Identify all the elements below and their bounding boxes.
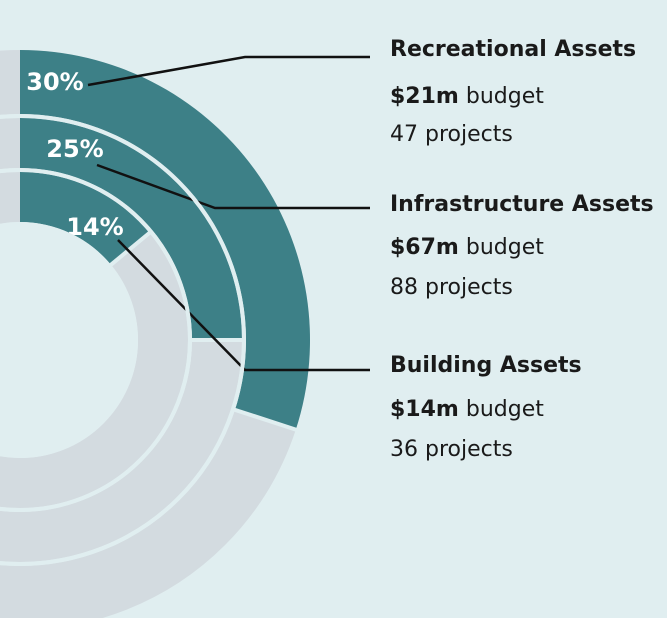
value-label: 25% [46, 135, 103, 163]
projects: 36 projects [390, 437, 513, 462]
ring-separator [108, 230, 153, 268]
ring-gap [0, 222, 138, 458]
budget-amount: $14m [390, 397, 459, 422]
leader-line [87, 55, 370, 87]
budget-word: budget [466, 235, 544, 260]
ring-bar [20, 50, 310, 430]
ring-gap [0, 114, 246, 566]
budget-line: $67m budget [390, 235, 544, 260]
ring-bar [20, 118, 242, 340]
value-label: 30% [26, 68, 83, 96]
ring-gap [0, 168, 192, 512]
item-name: Building Assets [390, 353, 582, 378]
ring-separator [232, 407, 299, 433]
leader-line [117, 239, 370, 372]
projects: 47 projects [390, 122, 513, 147]
leader-line [96, 163, 370, 210]
budget-line: $21m budget [390, 84, 544, 109]
budget-line: $14m budget [390, 397, 544, 422]
projects: 88 projects [390, 275, 513, 300]
budget-amount: $21m [390, 84, 459, 109]
budget-amount: $67m [390, 235, 459, 260]
budget-word: budget [466, 397, 544, 422]
budget-word: budget [466, 84, 544, 109]
item-name: Infrastructure Assets [390, 192, 654, 217]
item-name: Recreational Assets [390, 37, 636, 62]
ring-bar [20, 172, 150, 265]
